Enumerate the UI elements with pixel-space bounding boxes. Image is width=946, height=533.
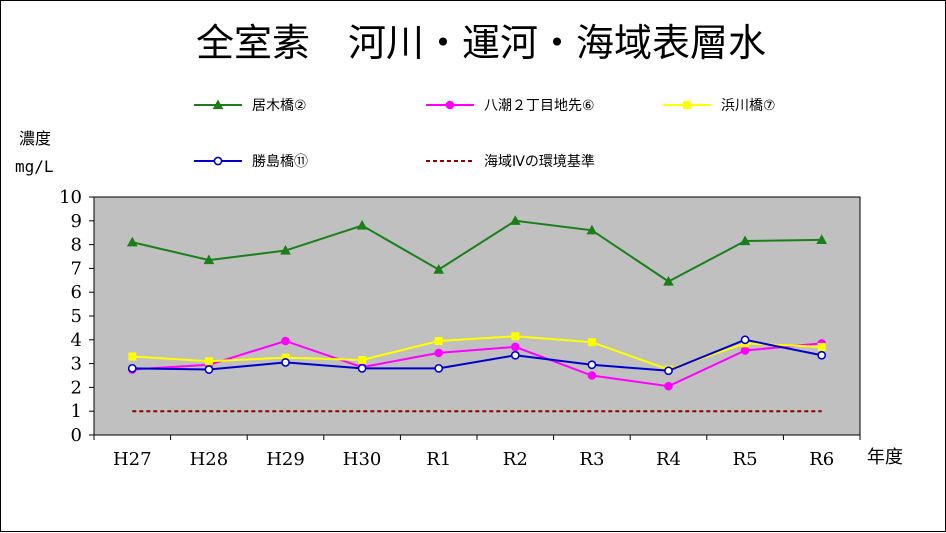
series-2-line bbox=[132, 339, 822, 388]
legend: 居木橋② 八潮２丁目地先⑥ 浜川橋⑦ 勝島橋⑪ 海域Ⅳの環境基準 bbox=[194, 98, 776, 170]
series-1-point bbox=[203, 254, 215, 265]
legend-swatch-marker bbox=[445, 100, 455, 110]
x-tick-label: H27 bbox=[113, 449, 152, 470]
legend-label: 居木橋② bbox=[252, 98, 307, 114]
y-tick-label: 9 bbox=[71, 211, 82, 232]
legend-swatch-marker bbox=[213, 156, 223, 166]
x-tick-label: R3 bbox=[579, 449, 604, 470]
x-tick-label: H29 bbox=[266, 449, 305, 470]
legend-label: 勝島橋⑪ bbox=[252, 154, 308, 170]
series-4-point bbox=[434, 363, 444, 373]
series-1 bbox=[126, 215, 828, 286]
series-1-line bbox=[132, 219, 822, 283]
series-3-point bbox=[204, 357, 213, 366]
series-1-point bbox=[586, 224, 598, 235]
y-tick-label: 1 bbox=[71, 401, 82, 422]
y-tick-label: 7 bbox=[71, 258, 82, 279]
y-tick-label: 8 bbox=[71, 235, 82, 256]
series-4-point bbox=[127, 363, 137, 373]
x-tick-label: R6 bbox=[809, 449, 834, 470]
legend-item-2: 八潮２丁目地先⑥ bbox=[426, 98, 595, 114]
legend-swatch-marker bbox=[212, 99, 224, 110]
series-1-point bbox=[663, 275, 674, 286]
x-tick-label: H28 bbox=[190, 449, 229, 470]
y-axis-label-line-1: 濃度 bbox=[19, 129, 51, 148]
legend-item-3: 浜川橋⑦ bbox=[663, 98, 776, 114]
legend-swatch-marker bbox=[683, 101, 691, 109]
series-4-point bbox=[357, 363, 367, 373]
x-tick-label: R5 bbox=[733, 449, 758, 470]
series-1-point bbox=[816, 234, 828, 244]
plot-area bbox=[93, 196, 861, 436]
series-4-point bbox=[587, 360, 597, 370]
y-tick-label: 2 bbox=[71, 377, 82, 398]
series-3-point bbox=[511, 332, 520, 341]
legend-item-4: 勝島橋⑪ bbox=[194, 154, 308, 170]
chart-title: 全室素 河川・運河・海域表層水 bbox=[196, 21, 766, 65]
x-axis-label: 年度 bbox=[867, 447, 903, 468]
series-4-point bbox=[740, 335, 750, 345]
series-2-point bbox=[281, 336, 290, 346]
series-4-point bbox=[281, 358, 290, 367]
series-4-point bbox=[664, 366, 673, 376]
series-3-point bbox=[817, 342, 826, 351]
series-1-point bbox=[509, 215, 521, 225]
y-tick-label: 4 bbox=[71, 330, 82, 351]
series-2-point bbox=[434, 348, 444, 358]
legend-label: 浜川橋⑦ bbox=[721, 98, 776, 114]
y-tick-label: 3 bbox=[71, 354, 82, 375]
y-tick-label: 0 bbox=[71, 425, 82, 446]
series-1-point bbox=[280, 245, 291, 255]
series-2-point bbox=[740, 346, 750, 355]
series-4-line bbox=[132, 338, 822, 372]
x-tick-label: R1 bbox=[426, 449, 451, 470]
y-tick-label: 6 bbox=[71, 282, 82, 303]
series-1-point bbox=[433, 264, 445, 274]
x-axis: H27 H28 H29 H30 R1 R2 R3 R4 R5 R6 bbox=[93, 435, 861, 470]
series-2-point bbox=[587, 371, 597, 380]
series-layer bbox=[126, 215, 828, 413]
x-tick-label: R2 bbox=[503, 449, 528, 470]
x-tick-label: R4 bbox=[656, 449, 681, 470]
legend-item-1: 居木橋② bbox=[194, 98, 307, 114]
series-4-point bbox=[204, 365, 214, 374]
y-axis-label-line-2: mg/L bbox=[15, 157, 54, 176]
series-3-point bbox=[587, 338, 596, 347]
series-3-point bbox=[434, 336, 443, 345]
series-3-line bbox=[132, 335, 822, 371]
y-tick-label: 5 bbox=[71, 306, 82, 327]
series-1-point bbox=[356, 220, 368, 230]
series-3-point bbox=[128, 352, 137, 361]
series-4 bbox=[127, 335, 827, 376]
legend-label: 海域Ⅳの環境基準 bbox=[484, 153, 595, 170]
series-4-point bbox=[817, 350, 827, 360]
series-2-point bbox=[511, 342, 520, 352]
y-tick-label: 10 bbox=[59, 187, 82, 208]
series-1-point bbox=[126, 236, 138, 247]
legend-label: 八潮２丁目地先⑥ bbox=[484, 98, 595, 114]
series-3-point bbox=[358, 356, 367, 365]
x-tick-label: H30 bbox=[343, 449, 382, 470]
legend-item-5: 海域Ⅳの環境基準 bbox=[426, 153, 595, 170]
series-1-point bbox=[739, 235, 751, 246]
series-2-point bbox=[664, 381, 673, 391]
series-4-point bbox=[510, 350, 520, 360]
